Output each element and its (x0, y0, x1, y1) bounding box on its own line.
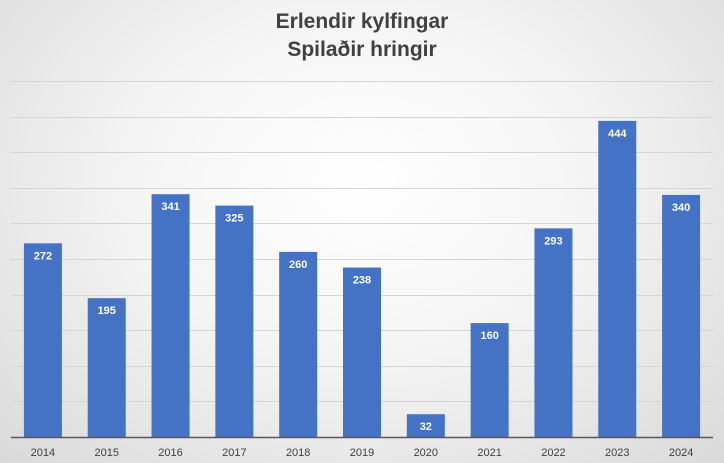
bar-2015 (87, 298, 126, 437)
x-axis: 2014 2015 2016 2017 2018 2019 2020 2021 2022 2023… (11, 436, 713, 459)
data-label-2014: 272 (34, 250, 52, 262)
x-tick-label-2015: 2015 (94, 447, 118, 459)
data-label-2023: 444 (608, 128, 627, 140)
chart-title: Erlendir kylfingar (275, 10, 449, 33)
data-label-2021: 160 (480, 330, 498, 342)
data-label-2019: 238 (353, 275, 371, 287)
x-tick-label-2020: 2020 (414, 447, 438, 459)
data-label-2016: 341 (161, 201, 179, 213)
bar-2019 (343, 267, 381, 437)
gridlines (11, 81, 713, 402)
chart-subtitle: Spilaðir hringir (287, 38, 437, 61)
bars (23, 120, 701, 437)
x-tick-label-2018: 2018 (286, 447, 310, 459)
x-tick-label-2023: 2023 (605, 447, 629, 459)
data-label-2024: 340 (672, 202, 690, 214)
data-label-2022: 293 (544, 235, 562, 247)
x-tick-label-2014: 2014 (31, 447, 55, 459)
chart-title-block: Erlendir kylfingar Spilaðir hringir (0, 8, 724, 64)
bar-2022 (534, 228, 573, 437)
x-tick-label-2022: 2022 (541, 447, 565, 459)
data-label-2017: 325 (225, 213, 243, 225)
bar-2014 (23, 243, 62, 437)
bar-2024 (662, 194, 701, 437)
data-label-2020: 32 (420, 421, 432, 433)
x-tick-label-2024: 2024 (669, 447, 693, 459)
bar-2021 (470, 323, 509, 437)
bar-2023 (598, 120, 637, 437)
x-tick-label-2021: 2021 (477, 447, 501, 459)
data-labels: 272 195 341 325 260 238 32 160 293 444 340 (34, 128, 691, 433)
data-label-2015: 195 (98, 305, 116, 317)
x-tick-label-2019: 2019 (350, 447, 374, 459)
bar-2020 (406, 414, 445, 437)
x-tick-label-2016: 2016 (158, 447, 182, 459)
x-tick-label-2017: 2017 (222, 447, 246, 459)
bar-2016 (151, 194, 190, 437)
bar-2018 (279, 251, 318, 437)
data-label-2018: 260 (289, 259, 307, 271)
bar-2017 (215, 205, 254, 437)
